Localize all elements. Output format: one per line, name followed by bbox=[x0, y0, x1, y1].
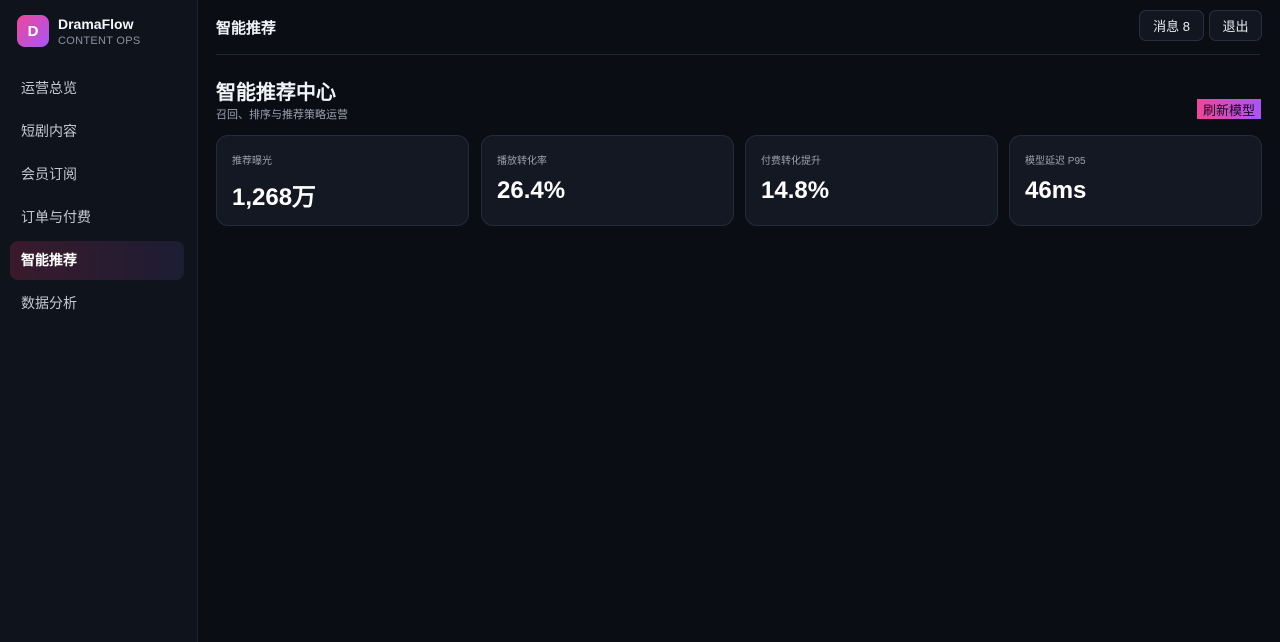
nav-item[interactable]: 订单与付费 bbox=[21, 209, 91, 225]
metric-card: 模型延迟 P95 46ms bbox=[1009, 135, 1262, 226]
metric-value: 14.8% bbox=[761, 177, 830, 204]
page-subtitle: 召回、排序与推荐策略运营 bbox=[216, 109, 348, 121]
metric-label: 付费转化提升 bbox=[761, 156, 821, 167]
metric-label: 模型延迟 P95 bbox=[1025, 156, 1086, 167]
metric-value: 46ms bbox=[1025, 177, 1087, 204]
nav-item[interactable]: 运营总览 bbox=[21, 80, 77, 96]
sidebar: D DramaFlow CONTENT OPS 运营总览短剧内容会员订阅订单与付… bbox=[0, 0, 198, 642]
metric-card: 播放转化率 26.4% bbox=[481, 135, 734, 226]
metric-card: 推荐曝光 1,268万 bbox=[216, 135, 469, 226]
page-title: 智能推荐中心 bbox=[216, 82, 336, 104]
logout-button[interactable]: 退出 bbox=[1209, 10, 1262, 41]
metric-card: 付费转化提升 14.8% bbox=[745, 135, 998, 226]
nav-item[interactable]: 数据分析 bbox=[21, 295, 77, 311]
topbar-title: 智能推荐 bbox=[216, 20, 277, 37]
metric-value: 26.4% bbox=[497, 177, 566, 204]
nav-item[interactable]: 智能推荐 bbox=[10, 241, 184, 280]
brand-subtitle: CONTENT OPS bbox=[58, 35, 141, 47]
messages-button[interactable]: 消息 8 bbox=[1139, 10, 1204, 41]
metric-value: 1,268万 bbox=[232, 184, 317, 211]
nav: 运营总览短剧内容会员订阅订单与付费智能推荐数据分析 bbox=[10, 69, 184, 327]
logo: D bbox=[17, 15, 49, 47]
nav-item[interactable]: 短剧内容 bbox=[21, 123, 77, 139]
brand: DramaFlow bbox=[58, 16, 134, 32]
divider bbox=[216, 54, 1260, 55]
refresh-button[interactable]: 刷新模型 bbox=[1197, 99, 1261, 119]
nav-item[interactable]: 会员订阅 bbox=[21, 166, 77, 182]
metric-label: 推荐曝光 bbox=[232, 156, 272, 167]
metric-label: 播放转化率 bbox=[497, 156, 547, 167]
